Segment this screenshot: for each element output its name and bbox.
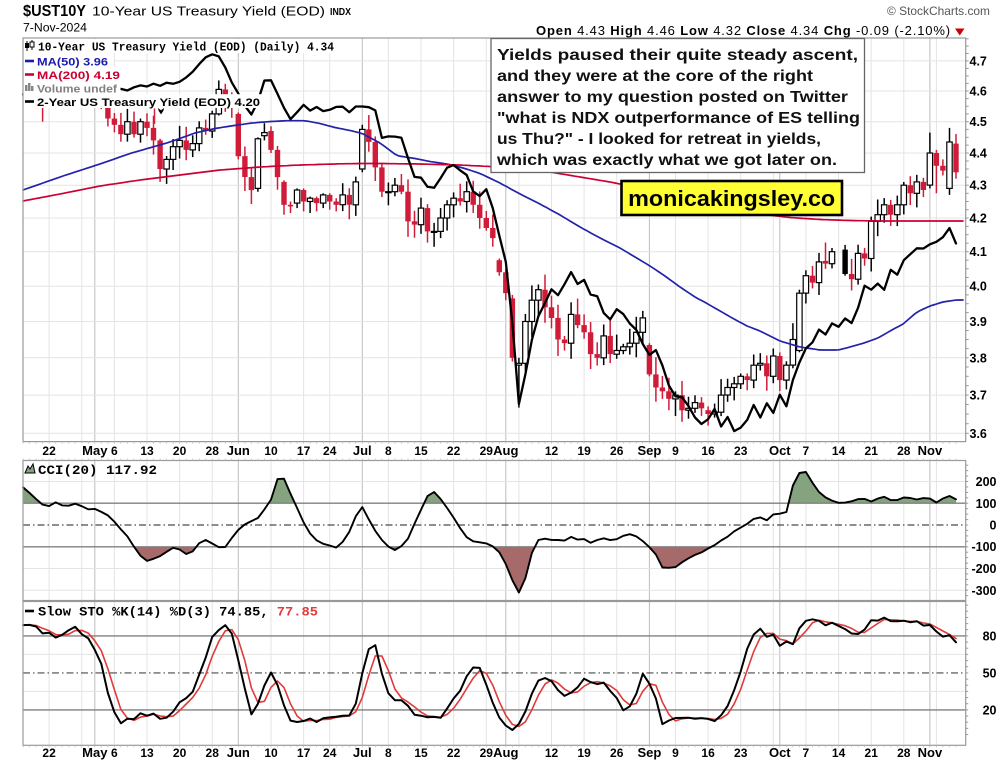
svg-text:10-Year US Treasury Yield (EOD: 10-Year US Treasury Yield (EOD) [92,4,325,19]
svg-text:2-Year US Treasury Yield (EOD): 2-Year US Treasury Yield (EOD) 4.20 [37,97,260,109]
svg-text:29: 29 [480,444,494,458]
svg-text:-300: -300 [971,584,996,598]
svg-text:15: 15 [414,746,428,760]
svg-text:8: 8 [385,746,392,760]
svg-text:Nov: Nov [918,745,943,760]
svg-text:28: 28 [897,746,911,760]
svg-text:Jul: Jul [353,745,372,760]
svg-text:28: 28 [206,746,220,760]
svg-text:4.0: 4.0 [970,280,987,294]
svg-text:0: 0 [990,519,997,533]
svg-text:19: 19 [577,746,591,760]
svg-text:200: 200 [976,475,997,489]
svg-text:6: 6 [111,444,118,458]
svg-text:MA(50) 3.96: MA(50) 3.96 [37,57,108,69]
svg-text:29: 29 [480,746,494,760]
svg-text:4.7: 4.7 [970,54,987,68]
svg-text:CCI(20) 117.92: CCI(20) 117.92 [38,463,157,478]
svg-text:21: 21 [865,444,879,458]
svg-text:3.6: 3.6 [970,427,987,441]
svg-text:20: 20 [173,746,187,760]
svg-text:4.4: 4.4 [970,147,987,161]
svg-text:14: 14 [832,746,846,760]
svg-text:21: 21 [865,746,879,760]
svg-text:which was exactly what we got: which was exactly what we got later on. [496,152,837,169]
svg-text:Oct: Oct [769,443,791,458]
svg-text:answer to my question posted o: answer to my question posted on Twitter [497,89,848,106]
svg-text:12: 12 [545,444,559,458]
svg-text:© StockCharts.com: © StockCharts.com [887,4,990,18]
svg-text:Sep: Sep [637,443,661,458]
svg-text:4.6: 4.6 [970,85,987,99]
svg-text:15: 15 [414,444,428,458]
svg-text:12: 12 [545,746,559,760]
svg-text:20: 20 [983,703,997,717]
svg-text:3.7: 3.7 [970,389,987,403]
svg-text:"what is NDX outperformance of: "what is NDX outperformance of ES tellin… [497,110,860,127]
svg-text:16: 16 [701,444,715,458]
svg-text:-200: -200 [971,562,996,576]
svg-text:Aug: Aug [493,443,518,458]
svg-text:22: 22 [447,746,461,760]
svg-text:10-Year US Treasury Yield (EOD: 10-Year US Treasury Yield (EOD) (Daily) … [38,42,334,55]
svg-text:Jun: Jun [227,745,250,760]
svg-text:13: 13 [140,746,154,760]
svg-text:Jul: Jul [353,443,372,458]
svg-text:Open 4.43 High 4.46 Low 4.32 C: Open 4.43 High 4.46 Low 4.32 Close 4.34 … [536,23,951,38]
svg-text:26: 26 [610,444,624,458]
svg-text:24: 24 [323,746,337,760]
svg-text:4.3: 4.3 [970,179,987,193]
svg-text:28: 28 [206,444,220,458]
svg-text:monicakingsley.co: monicakingsley.co [628,186,835,211]
svg-text:20: 20 [173,444,187,458]
svg-text:Sep: Sep [637,745,661,760]
svg-text:13: 13 [140,444,154,458]
svg-text:INDX: INDX [330,6,351,18]
svg-text:22: 22 [42,746,56,760]
svg-text:4.1: 4.1 [970,245,987,259]
svg-text:16: 16 [701,746,715,760]
svg-text:10: 10 [264,444,278,458]
svg-text:Oct: Oct [769,745,791,760]
svg-text:May: May [82,443,108,458]
svg-text:MA(200) 4.19: MA(200) 4.19 [37,70,120,82]
svg-text:23: 23 [734,444,748,458]
svg-text:4.5: 4.5 [970,115,987,129]
svg-text:6: 6 [111,746,118,760]
svg-text:22: 22 [42,444,56,458]
svg-text:28: 28 [897,444,911,458]
svg-text:3.8: 3.8 [970,351,987,365]
svg-text:Nov: Nov [918,443,943,458]
svg-text:100: 100 [976,497,997,511]
svg-text:-100: -100 [971,540,996,554]
svg-text:23: 23 [734,746,748,760]
svg-text:80: 80 [983,629,997,643]
svg-text:Jun: Jun [227,443,250,458]
svg-text:22: 22 [447,444,461,458]
svg-text:Slow STO %K(14) %D(3) 74.85, 7: Slow STO %K(14) %D(3) 74.85, 77.85 [38,605,318,620]
svg-text:Aug: Aug [493,745,518,760]
svg-text:4.2: 4.2 [970,212,987,226]
svg-text:3.9: 3.9 [970,315,987,329]
svg-text:17: 17 [297,746,311,760]
svg-text:17: 17 [297,444,311,458]
svg-text:and they were at the core of t: and they were at the core of the right [497,68,813,85]
svg-text:14: 14 [832,444,846,458]
svg-text:May: May [82,745,108,760]
svg-text:7-Nov-2024: 7-Nov-2024 [23,23,88,35]
svg-text:7: 7 [803,444,810,458]
svg-text:us Thu?" - I looked for retrea: us Thu?" - I looked for retreat in yield… [497,131,821,148]
svg-text:9: 9 [672,444,679,458]
svg-text:Volume undef: Volume undef [37,84,117,96]
svg-text:8: 8 [385,444,392,458]
svg-text:26: 26 [610,746,624,760]
svg-text:$UST10Y: $UST10Y [23,3,87,20]
svg-text:9: 9 [672,746,679,760]
svg-text:50: 50 [983,666,997,680]
svg-text:7: 7 [803,746,810,760]
svg-text:19: 19 [577,444,591,458]
svg-text:Yields paused their quite stea: Yields paused their quite steady ascent, [497,47,858,64]
svg-text:10: 10 [264,746,278,760]
svg-text:24: 24 [323,444,337,458]
